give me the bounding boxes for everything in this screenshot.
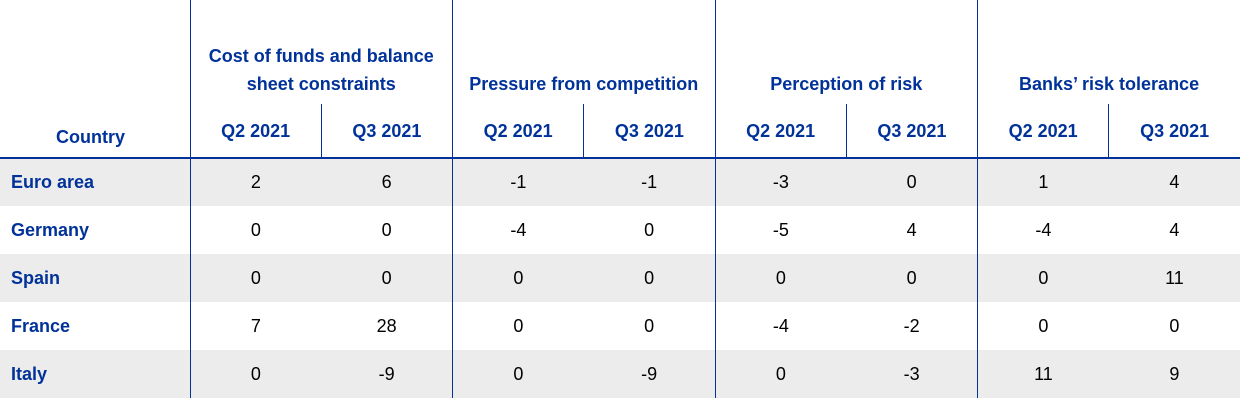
table-cell: 0 bbox=[381, 219, 392, 240]
table-cell: 0 bbox=[583, 254, 716, 302]
table-cell: 0 bbox=[452, 302, 584, 350]
subheader: Q3 2021 bbox=[1108, 104, 1240, 159]
table-cell: -9 bbox=[583, 350, 716, 398]
table-cell: 0 bbox=[714, 350, 847, 398]
subheader: Q3 2021 bbox=[583, 104, 716, 159]
table-cell: 0 bbox=[846, 158, 978, 206]
table-cell: -4 bbox=[977, 206, 1109, 254]
table-cell: -9 bbox=[321, 350, 453, 398]
table-cell: 0 bbox=[846, 254, 978, 302]
table-cell: -1 bbox=[583, 158, 716, 206]
group-header-competition: Pressure from competition bbox=[452, 0, 716, 104]
table-cell: -4 bbox=[714, 302, 847, 350]
table-row: Italy 0 -9 0 -9 0 -3 11 9 bbox=[0, 350, 1240, 398]
table-cell: 6 bbox=[321, 158, 453, 206]
table-cell: 0 bbox=[977, 302, 1109, 350]
table-cell: 0 bbox=[452, 254, 584, 302]
subheader: Q2 2021 bbox=[977, 104, 1109, 159]
table-cell: 0 bbox=[977, 254, 1109, 302]
table-cell: -2 bbox=[903, 315, 920, 336]
country-header: Country bbox=[0, 0, 190, 159]
subheader: Q2 2021 bbox=[714, 104, 847, 159]
table-cell: -5 bbox=[714, 206, 847, 254]
table-cell: 0 bbox=[644, 315, 655, 336]
subheader: Q2 2021 bbox=[452, 104, 584, 159]
table-cell: 0 bbox=[644, 219, 655, 240]
table-cell: 11 bbox=[1108, 254, 1240, 302]
table-cell: 1 bbox=[977, 158, 1109, 206]
country-name: Spain bbox=[0, 254, 190, 302]
table-cell: 0 bbox=[714, 254, 847, 302]
subheader: Q3 2021 bbox=[320, 104, 453, 159]
country-name: France bbox=[11, 315, 71, 336]
subheader: Q2 2021 bbox=[189, 104, 322, 159]
country-name: Italy bbox=[0, 350, 190, 398]
table-row: Euro area 2 6 -1 -1 -3 0 1 4 bbox=[0, 158, 1240, 206]
table-cell: -3 bbox=[714, 158, 847, 206]
subheader: Q3 2021 bbox=[845, 104, 978, 159]
group-header-risk-tolerance: Banks’ risk tolerance bbox=[977, 0, 1240, 104]
table-cell: 0 bbox=[1169, 315, 1180, 336]
country-name: Euro area bbox=[0, 158, 190, 206]
table-row: Germany 0 0 -4 0 -5 4 -4 4 bbox=[0, 206, 1240, 254]
table-row: Spain 0 0 0 0 0 0 0 11 bbox=[0, 254, 1240, 302]
table-cell: 0 bbox=[452, 350, 584, 398]
table-cell: 9 bbox=[1108, 350, 1240, 398]
table-cell: -1 bbox=[452, 158, 584, 206]
table-cell: 0 bbox=[321, 254, 453, 302]
table-cell: 11 bbox=[977, 350, 1109, 398]
table-cell: 4 bbox=[906, 219, 917, 240]
table-cell: 2 bbox=[189, 158, 322, 206]
group-header-perception-of-risk: Perception of risk bbox=[714, 0, 978, 104]
group-header-cost-of-funds: Cost of funds and balance sheet constrai… bbox=[189, 0, 453, 104]
table-cell: 0 bbox=[189, 254, 322, 302]
table-cell: 7 bbox=[189, 302, 322, 350]
table-cell: 4 bbox=[1108, 158, 1240, 206]
table-cell: 0 bbox=[189, 350, 322, 398]
table-cell: -4 bbox=[452, 206, 584, 254]
table-cell: 0 bbox=[189, 206, 322, 254]
table-cell: 4 bbox=[1169, 219, 1180, 240]
country-name: Germany bbox=[11, 219, 90, 240]
table-cell: 28 bbox=[376, 315, 397, 336]
table-row: France 7 28 0 0 -4 -2 0 0 bbox=[0, 302, 1240, 350]
table-cell: -3 bbox=[846, 350, 978, 398]
